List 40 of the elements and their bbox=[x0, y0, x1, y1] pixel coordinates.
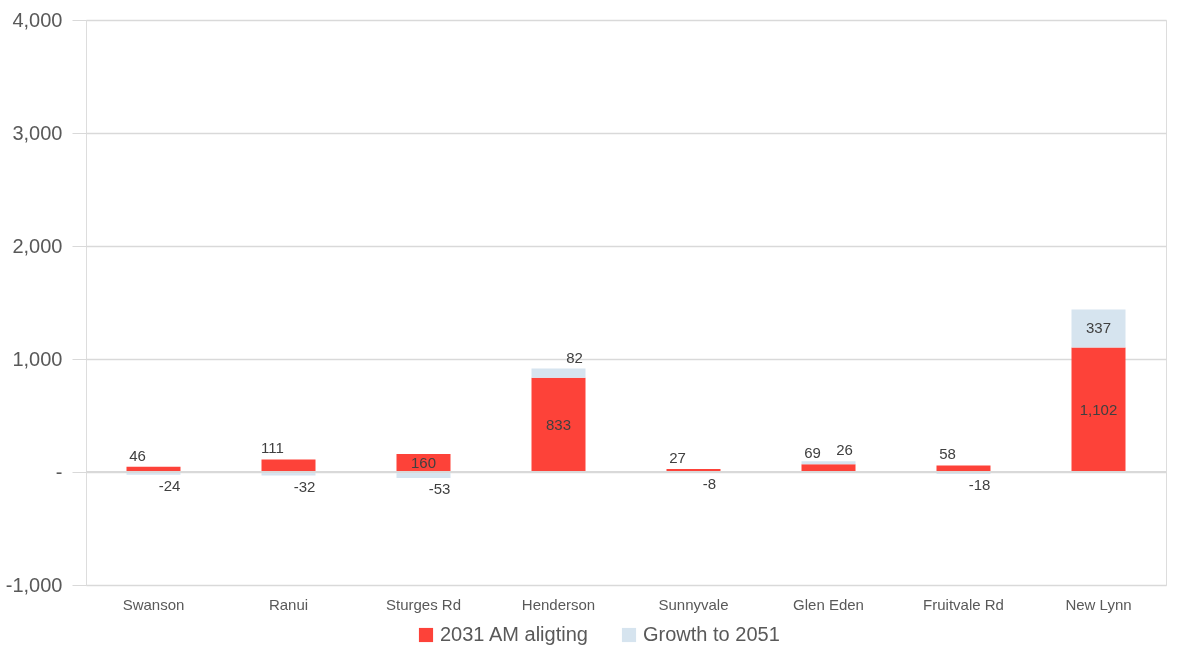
x-tick-label: Fruitvale Rd bbox=[923, 595, 1004, 613]
data-label: -24 bbox=[158, 476, 181, 494]
data-label: 111 bbox=[261, 439, 284, 457]
y-tick-label: - bbox=[55, 460, 63, 483]
bar bbox=[801, 464, 856, 472]
data-label: 27 bbox=[669, 448, 686, 466]
bar bbox=[801, 461, 856, 465]
legend-label: Growth to 2051 bbox=[643, 623, 780, 645]
x-tick-label: Sunnyvale bbox=[658, 595, 729, 613]
bar bbox=[261, 459, 316, 472]
bar bbox=[531, 377, 586, 472]
y-tick-label: 2,000 bbox=[12, 234, 63, 257]
data-label: -53 bbox=[428, 479, 451, 497]
data-label: -18 bbox=[968, 476, 991, 494]
bar bbox=[1071, 309, 1126, 348]
data-label: 160 bbox=[410, 453, 437, 471]
x-tick-label: Ranui bbox=[268, 595, 309, 613]
data-label: 69 bbox=[804, 444, 821, 462]
data-label: 337 bbox=[1085, 319, 1112, 337]
x-tick-label: Henderson bbox=[521, 595, 596, 613]
data-label: -32 bbox=[293, 477, 316, 495]
data-label: 833 bbox=[545, 415, 572, 433]
y-tick-label: 1,000 bbox=[12, 347, 63, 370]
data-label: 58 bbox=[939, 445, 956, 463]
bar bbox=[531, 368, 586, 378]
data-label: 82 bbox=[566, 348, 583, 366]
x-tick-label: Swanson bbox=[122, 595, 185, 613]
x-tick-label: Sturges Rd bbox=[385, 595, 462, 613]
data-label: 46 bbox=[129, 446, 146, 464]
data-label: -8 bbox=[702, 474, 717, 492]
bar bbox=[936, 465, 991, 472]
y-tick-label: 4,000 bbox=[12, 8, 63, 31]
y-tick-label: 3,000 bbox=[12, 121, 63, 144]
legend-label: 2031 AM aligting bbox=[440, 623, 588, 645]
data-label: 1,102 bbox=[1079, 400, 1118, 418]
data-label: 26 bbox=[836, 441, 853, 459]
x-tick-label: Glen Eden bbox=[793, 595, 864, 613]
y-tick-label: -1,000 bbox=[5, 573, 63, 596]
bar bbox=[1071, 347, 1126, 472]
x-tick-label: New Lynn bbox=[1065, 595, 1132, 613]
